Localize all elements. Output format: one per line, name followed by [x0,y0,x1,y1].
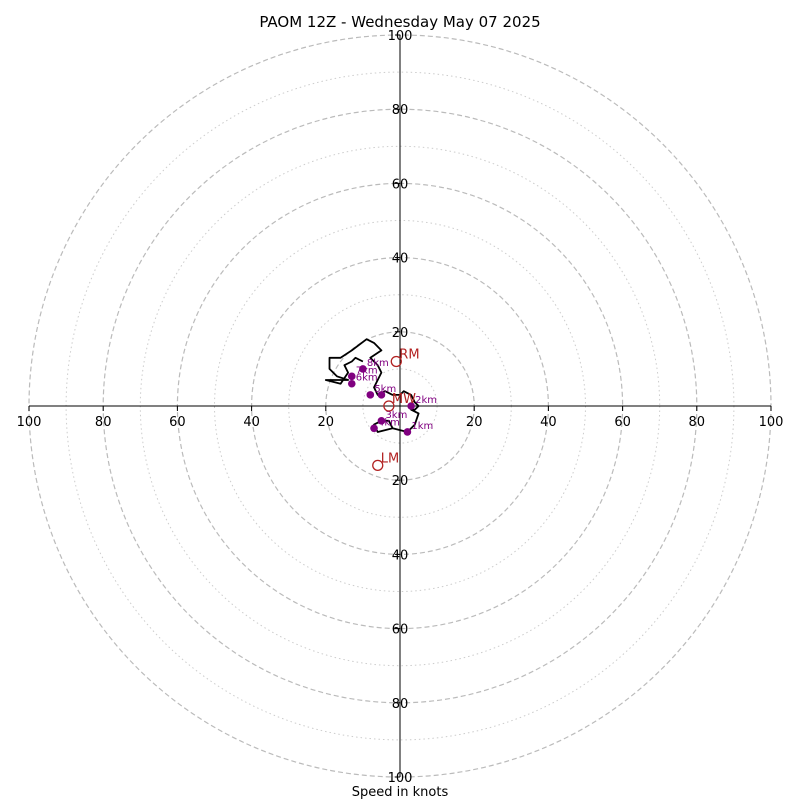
x-tick-label: 40 [540,415,557,430]
axes [29,35,771,777]
y-tick-label: 60 [392,177,409,192]
height-label: 5km [374,384,396,395]
x-tick-label: 80 [95,415,112,430]
height-marker [370,424,378,433]
height-label: 8km [367,358,389,369]
storm-motion-markers: RM LM MW [372,347,420,472]
chart-title: PAOM 12Z - Wednesday May 07 2025 [259,13,540,31]
storm-motion-label: RM [399,347,419,362]
height-label: 2km [415,395,437,406]
x-tick-label: 100 [17,415,42,430]
x-tick-label: 20 [466,415,483,430]
x-tick-label: 60 [614,415,631,430]
y-tick-label: 40 [392,548,409,563]
x-tick-label: 40 [243,415,260,430]
wind-profile-line [324,338,420,433]
height-marker [403,428,412,436]
storm-motion-marker [372,459,384,472]
storm-motion-marker [390,355,402,368]
height-label: 6km [356,373,378,384]
height-label: 7km [356,365,378,376]
hodograph-trace [324,338,420,433]
x-tick-label: 20 [318,415,335,430]
storm-motion-label: MW [392,392,416,407]
y-tick-label: 40 [392,252,409,267]
y-tick-label: 20 [392,474,409,489]
y-tick-label: 100 [388,771,413,786]
storm-motion-marker [383,400,395,412]
height-label: 3km [385,410,407,421]
x-tick-label: 100 [759,415,784,430]
height-label: 1km [411,421,433,432]
storm-motion-label: LM [381,451,399,466]
y-tick-label: 80 [392,697,409,712]
y-tick-label: 100 [388,29,413,44]
height-label: 4km [378,417,400,428]
height-marker [347,379,356,388]
x-tick-label: 60 [169,415,186,430]
height-marker [407,402,415,410]
y-tick-label: 80 [392,103,409,118]
tick-labels: 20 20 20 20 40 40 40 40 60 60 60 60 80 80 80 80 100 100 10… [17,29,784,786]
height-marker [366,391,375,399]
y-tick-label: 20 [392,326,409,341]
height-marker [377,417,386,425]
height-marker [377,391,386,399]
x-axis-label: Speed in knots [352,785,449,800]
height-marker [359,365,367,373]
y-tick-label: 60 [392,623,409,638]
height-marker [347,372,356,381]
x-tick-label: 80 [689,415,706,430]
